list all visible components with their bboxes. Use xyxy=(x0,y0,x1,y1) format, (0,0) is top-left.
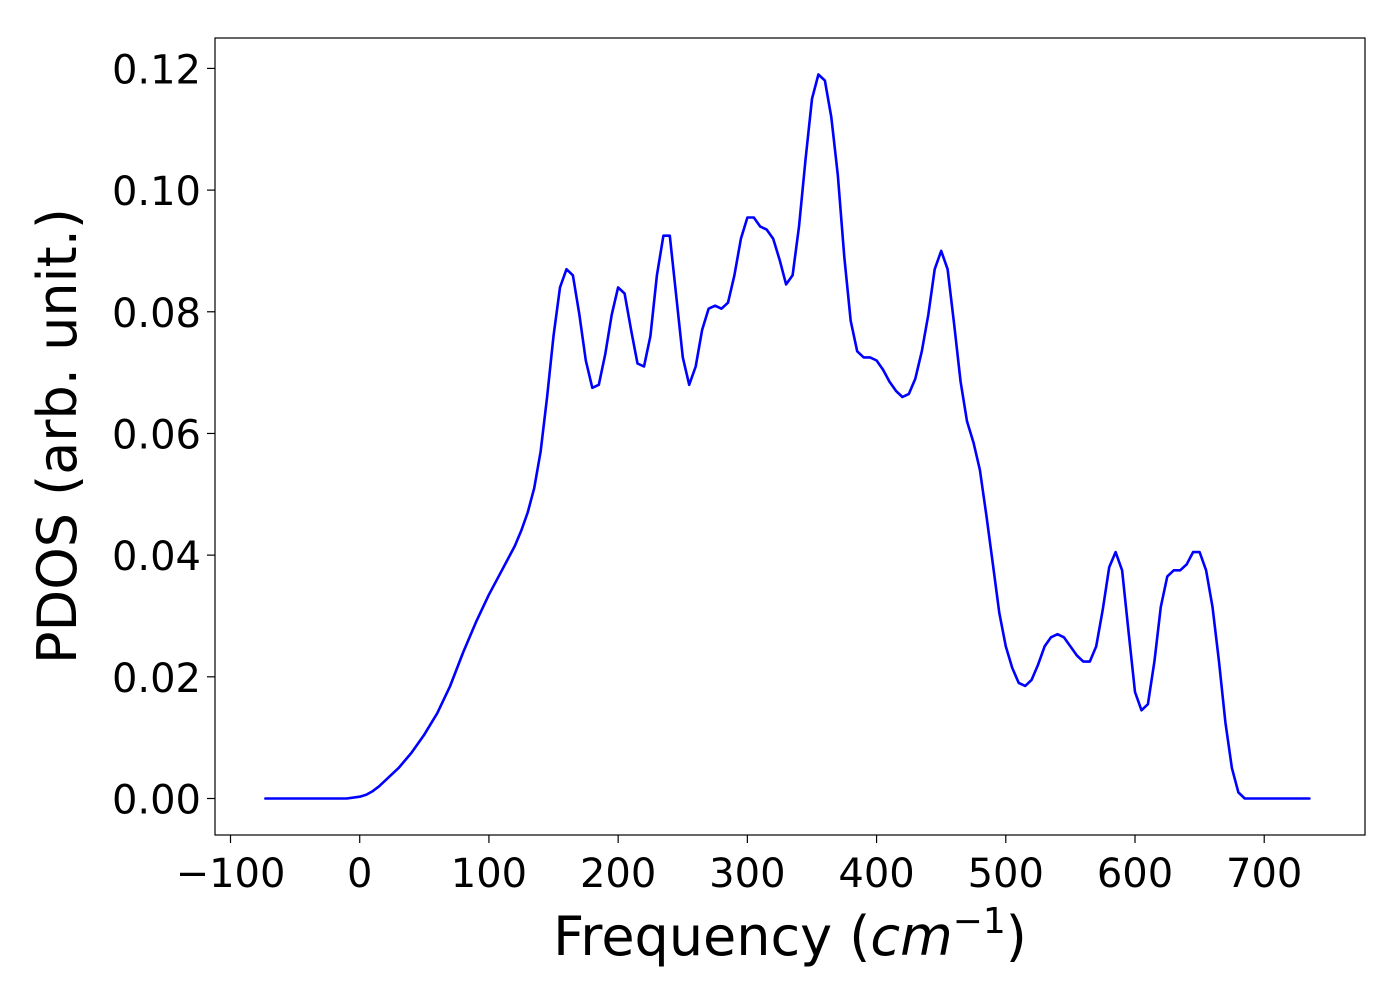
x-tick-label: 300 xyxy=(709,851,785,897)
x-tick-label: 100 xyxy=(451,851,527,897)
axis-ticks: −100 0 100 200 300 400 500 600 700 0.00 0.02 0.04 0.… xyxy=(112,47,1302,897)
y-axis-label: PDOS (arb. unit.) xyxy=(26,208,89,664)
x-tick-label: 400 xyxy=(838,851,914,897)
plot-area-frame xyxy=(214,37,1366,836)
x-tick-label: 700 xyxy=(1226,851,1302,897)
x-tick-label: 500 xyxy=(968,851,1044,897)
x-tick-label: 0 xyxy=(347,851,372,897)
y-tick-label: 0.08 xyxy=(112,291,201,337)
y-tick-label: 0.06 xyxy=(112,412,201,458)
y-tick-label: 0.02 xyxy=(112,656,201,702)
y-tick-label: 0.10 xyxy=(112,169,201,215)
x-axis-label: Frequency (cm−1) xyxy=(553,901,1027,968)
x-tick-label: 600 xyxy=(1097,851,1173,897)
y-tick-label: 0.00 xyxy=(112,777,201,823)
y-tick-label: 0.12 xyxy=(112,47,201,93)
pdos-series-line xyxy=(264,73,1311,800)
x-tick-label: 200 xyxy=(580,851,656,897)
x-tick-label: −100 xyxy=(176,851,286,897)
y-tick-label: 0.04 xyxy=(112,534,201,580)
